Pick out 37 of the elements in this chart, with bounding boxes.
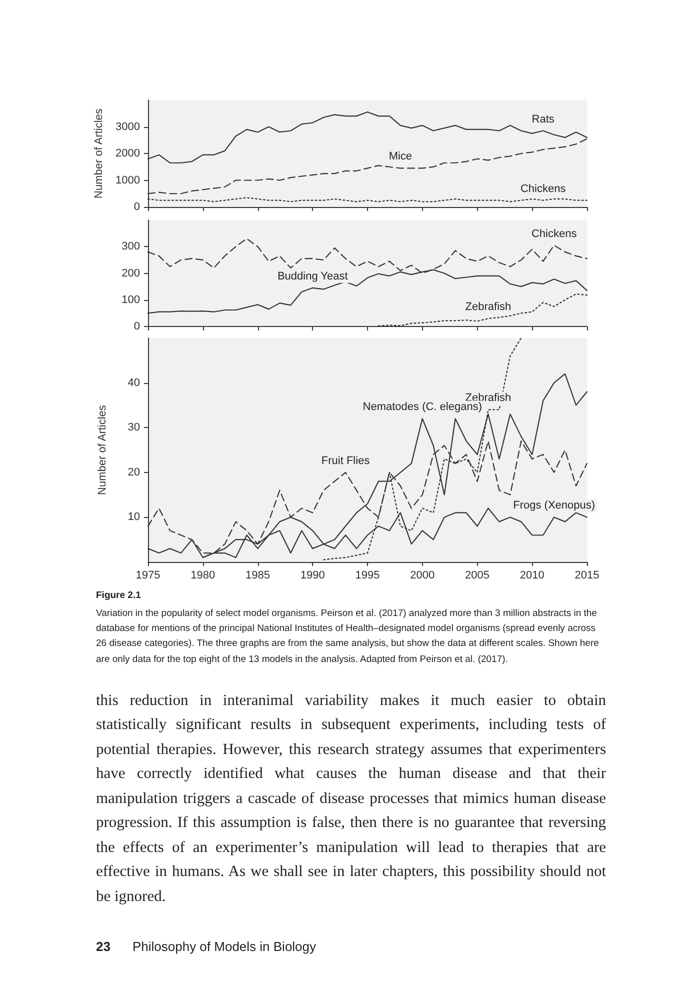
text: Variation in the popularity of select model organisms. Peirson et al. (2017) analyzed more than 3 million abstracts in the database for mentions of the principal National Institutes of Health–designated model organisms (spread evenly across 26 disease categories). The three graphs are from the same analysis, but show the data at different scales. Shown here are only data for the top eight of the 13 models in the analysis. Adapted from Peirson et al. (2017). bbox=[96, 607, 600, 667]
y-tick-label: 0 bbox=[134, 201, 140, 213]
y-tick-label: 100 bbox=[122, 294, 140, 306]
y-tick-label: 10 bbox=[128, 511, 140, 524]
y-tick-label: 30 bbox=[128, 422, 140, 434]
x-tick-label: 2010 bbox=[520, 570, 544, 582]
y-axis-title: Number of Articles bbox=[96, 404, 108, 495]
y-tick-label: 20 bbox=[128, 466, 140, 478]
x-tick-label: 1975 bbox=[136, 570, 160, 582]
annotation: Chickens bbox=[531, 228, 578, 240]
y-tick-label: 2000 bbox=[116, 148, 140, 160]
y-tick-label: 300 bbox=[122, 240, 140, 253]
x-tick-label: 2015 bbox=[574, 570, 600, 582]
annotation: Rats bbox=[532, 113, 555, 126]
annotation: Fruit Flies bbox=[321, 454, 370, 467]
x-tick-label: 1995 bbox=[355, 570, 380, 582]
y-tick-label: 200 bbox=[122, 267, 140, 280]
y-tick-label: 3000 bbox=[116, 120, 140, 133]
text: Philosophy of Models in Biology bbox=[132, 939, 316, 954]
annotation: Mice bbox=[388, 150, 412, 163]
x-tick-label: 1980 bbox=[190, 570, 216, 582]
y-tick-label: 40 bbox=[128, 376, 140, 389]
y-tick-label: 0 bbox=[134, 320, 140, 332]
x-tick-label: 2005 bbox=[465, 570, 490, 582]
y-tick-label: 1000 bbox=[116, 174, 140, 186]
annotation: Chickens bbox=[520, 182, 566, 195]
annotation: Nematodes (C. elegans) bbox=[362, 401, 482, 414]
annotation: Budding Yeast bbox=[277, 270, 348, 282]
x-tick-label: 1985 bbox=[246, 570, 270, 582]
annotation: Zebrafish bbox=[465, 301, 512, 314]
text: this reduction in interanimal variability makes it much easier to obtain statistically significant results in subsequent experiments, including tests of potential therapies. However, this research strategy assumes that experimenters have correctly identified what causes the human disease and that their manipulation triggers a cascade of disease processes that mimics human disease progression. If this assumption is false, then there is no guarantee that reversing the effects of an experimenter’s manipulation will lead to therapies that are effective in humans. As we shall see in later chapters, this possibility should not be ignored. bbox=[96, 692, 606, 905]
text: 23 bbox=[96, 939, 110, 954]
annotation: Frogs (Xenopus) bbox=[513, 500, 596, 512]
x-tick-label: 2000 bbox=[410, 570, 435, 582]
x-tick-label: 1990 bbox=[300, 570, 325, 582]
caption: Figure 2.1 bbox=[96, 590, 142, 601]
y-axis-title: Number of Articles bbox=[93, 108, 106, 198]
